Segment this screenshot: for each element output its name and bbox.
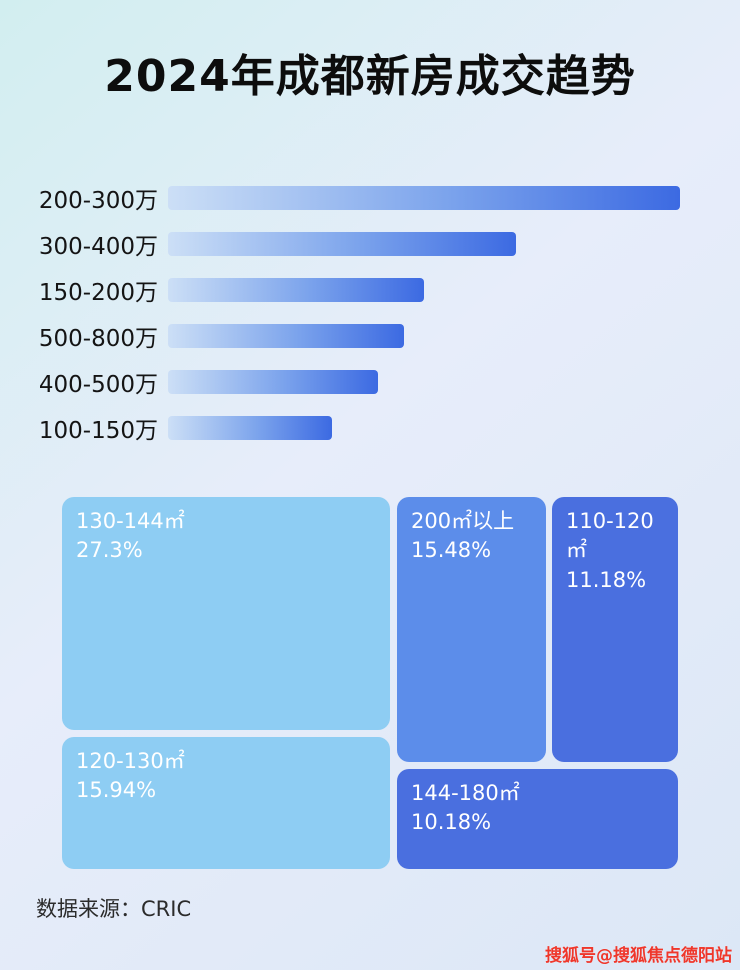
bar-row: 100-150万 <box>0 416 740 444</box>
treemap-block-percent: 11.18% <box>566 567 647 592</box>
page-title: 2024年成都新房成交趋势 <box>104 51 636 102</box>
treemap-block-percent: 15.94% <box>76 778 157 803</box>
area-share-treemap: 130-144㎡ 27.3% 200㎡以上 15.48% 110-120㎡ 11… <box>62 497 678 869</box>
bar-category-label: 150-200万 <box>38 280 158 306</box>
bar-track <box>168 232 680 256</box>
bar <box>168 324 404 348</box>
treemap-block-percent: 10.18% <box>411 810 492 835</box>
bar <box>168 232 517 256</box>
bar-track <box>168 186 680 210</box>
bar-track <box>168 324 680 348</box>
bar <box>168 186 680 210</box>
treemap-block-label: 200㎡以上 <box>411 509 515 533</box>
treemap-block-144-180: 144-180㎡ 10.18% <box>397 769 678 869</box>
treemap-block-label: 130-144㎡ <box>76 509 185 533</box>
treemap-block-percent: 15.48% <box>411 538 492 563</box>
watermark: 搜狐号@搜狐焦点德阳站 <box>545 946 732 966</box>
treemap-block-label: 110-120㎡ <box>566 509 654 563</box>
bar <box>168 416 332 440</box>
bar-track <box>168 370 680 394</box>
price-band-bar-chart: 200-300万 300-400万 150-200万 500-800万 400-… <box>0 186 740 462</box>
bar-row: 500-800万 <box>0 324 740 352</box>
bar-category-label: 200-300万 <box>38 188 158 214</box>
bar-category-label: 500-800万 <box>38 326 158 352</box>
bar-row: 150-200万 <box>0 278 740 306</box>
treemap-block-label: 144-180㎡ <box>411 781 520 805</box>
bar-category-label: 400-500万 <box>38 372 158 398</box>
treemap-block-percent: 27.3% <box>76 538 143 563</box>
bar-row: 300-400万 <box>0 232 740 260</box>
bar <box>168 370 378 394</box>
bar-track <box>168 416 680 440</box>
treemap-block-110-120: 110-120㎡ 11.18% <box>552 497 678 762</box>
treemap-block-120-130: 120-130㎡ 15.94% <box>62 737 390 869</box>
bar <box>168 278 424 302</box>
bar-category-label: 100-150万 <box>38 418 158 444</box>
bar-track <box>168 278 680 302</box>
treemap-block-label: 120-130㎡ <box>76 749 185 773</box>
bar-category-label: 300-400万 <box>38 234 158 260</box>
bar-row: 200-300万 <box>0 186 740 214</box>
treemap-block-200-plus: 200㎡以上 15.48% <box>397 497 546 762</box>
treemap-block-130-144: 130-144㎡ 27.3% <box>62 497 390 730</box>
bar-row: 400-500万 <box>0 370 740 398</box>
data-source-note: 数据来源：CRIC <box>36 897 192 921</box>
